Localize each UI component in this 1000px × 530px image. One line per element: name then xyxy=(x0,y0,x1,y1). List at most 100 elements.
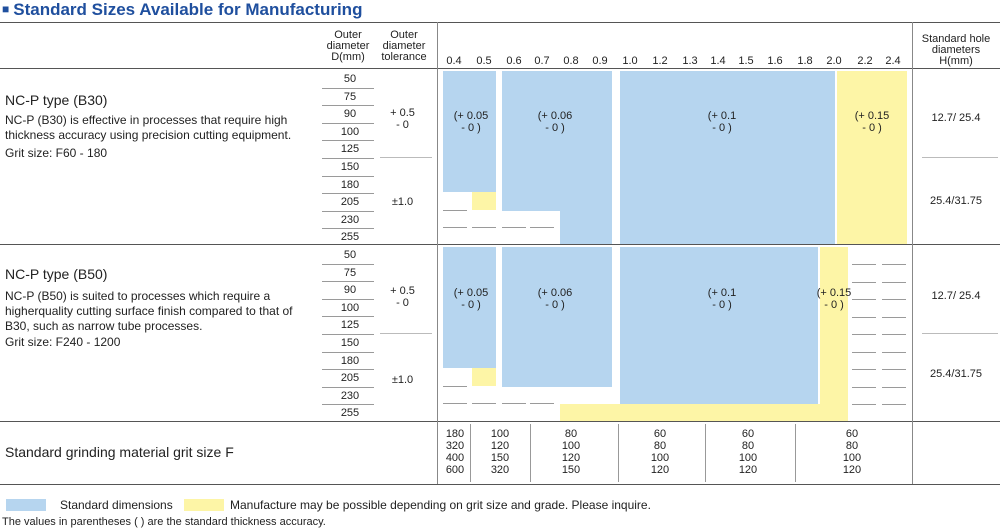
legend-yellow-swatch xyxy=(184,499,224,511)
thickness-column-label: 1.2 xyxy=(652,55,668,67)
empty-cell-dash xyxy=(443,403,467,404)
b30-grit-size: Grit size: F60 - 180 xyxy=(5,146,108,160)
b50-diameter-150: 150 xyxy=(340,337,360,349)
b50-diameter-125: 125 xyxy=(340,319,360,332)
row-separator xyxy=(322,316,374,318)
row-separator xyxy=(322,193,374,195)
grit-value: 60 xyxy=(653,428,667,440)
grit-group-2: 100 120 150 320 xyxy=(480,428,520,476)
empty-cell-dash xyxy=(852,352,876,353)
grit-group-4: 60 80 100 120 xyxy=(640,428,680,476)
b50-tolerance-upper: + 0.5 - 0 xyxy=(390,285,415,309)
row-separator xyxy=(322,351,374,353)
hole-header-line3: H(mm) xyxy=(939,55,973,67)
empty-cell-dash xyxy=(852,317,876,318)
b30-tolerance-separator xyxy=(380,157,432,158)
b50-diameter-75: 75 xyxy=(343,266,357,279)
grit-value: 600 xyxy=(445,464,465,476)
grit-row-label: Standard grinding material grit size F xyxy=(5,444,234,460)
row-separator xyxy=(322,140,374,142)
thickness-column-label: 2.0 xyxy=(826,55,842,67)
b50-diameter-230: 230 xyxy=(340,389,360,402)
b50-accuracy-2: (+ 0.06 - 0 ) xyxy=(537,287,573,311)
empty-cell-dash xyxy=(443,386,467,387)
outer-diameter-header-line2: diameter xyxy=(326,40,370,52)
section-divider xyxy=(0,244,1000,245)
thickness-column-label: 1.0 xyxy=(622,55,638,67)
b30-yellow-0.5-205 xyxy=(472,192,496,210)
thickness-column-label: 0.5 xyxy=(476,55,492,67)
empty-cell-dash xyxy=(852,299,876,300)
b30-diameter-90: 90 xyxy=(343,108,357,121)
b50-accuracy-1: (+ 0.05 - 0 ) xyxy=(453,287,489,311)
legend-blue-label: Standard dimensions xyxy=(60,498,173,512)
grit-value: 320 xyxy=(445,440,465,452)
thickness-column-label: 0.7 xyxy=(534,55,550,67)
grit-value: 100 xyxy=(842,452,862,464)
b50-diameter-205: 205 xyxy=(340,372,360,385)
thickness-column-label: 2.2 xyxy=(857,55,873,67)
b30-hole-upper: 12.7/ 25.4 xyxy=(931,112,981,124)
grit-value: 100 xyxy=(650,452,670,464)
thickness-column-label: 0.9 xyxy=(592,55,608,67)
row-separator xyxy=(322,87,374,89)
empty-cell-dash xyxy=(443,227,467,228)
b30-diameter-75: 75 xyxy=(343,90,357,103)
row-separator xyxy=(322,175,374,177)
b30-accuracy-4: (+ 0.15 - 0 ) xyxy=(854,110,890,134)
empty-cell-dash xyxy=(472,403,496,404)
b50-tolerance-lower: ±1.0 xyxy=(391,374,414,386)
b50-accuracy-3: (+ 0.1 - 0 ) xyxy=(707,287,737,311)
b30-blue-block-1.0-1.8 xyxy=(620,71,835,244)
grit-column-separator xyxy=(618,424,619,482)
grit-column-separator xyxy=(530,424,531,482)
row-separator xyxy=(322,158,374,159)
row-separator xyxy=(322,228,374,230)
row-separator xyxy=(322,105,374,107)
grit-column-separator xyxy=(795,424,796,482)
b50-blue-block-1.0-1.8 xyxy=(620,247,818,404)
thickness-column-label: 1.6 xyxy=(767,55,783,67)
legend-note: The values in parentheses ( ) are the st… xyxy=(2,516,326,528)
b30-diameter-230: 230 xyxy=(340,213,360,226)
row-separator xyxy=(322,210,374,212)
grit-value: 80 xyxy=(653,440,667,452)
empty-cell-dash xyxy=(882,264,906,265)
b50-diameter-180: 180 xyxy=(340,354,360,367)
grit-value: 80 xyxy=(741,440,755,452)
grit-value: 180 xyxy=(445,428,465,440)
hole-header-line1: Standard hole xyxy=(921,33,991,45)
grit-value: 100 xyxy=(738,452,758,464)
outer-diameter-header-line1: Outer xyxy=(334,29,362,41)
row-separator xyxy=(322,369,374,371)
b30-diameter-125: 125 xyxy=(340,143,360,156)
b30-accuracy-2: (+ 0.06 - 0 ) xyxy=(537,110,573,134)
grit-value: 400 xyxy=(445,452,465,464)
empty-cell-dash xyxy=(882,369,906,370)
b50-accuracy-4: (+ 0.15 - 0 ) xyxy=(816,287,852,311)
row-separator xyxy=(322,281,374,283)
b30-diameter-180: 180 xyxy=(340,178,360,191)
b30-diameter-50: 50 xyxy=(343,73,357,85)
table-top-border xyxy=(0,22,1000,23)
grit-group-3: 80 100 120 150 xyxy=(551,428,591,476)
thickness-left-border xyxy=(437,22,438,484)
empty-cell-dash xyxy=(852,282,876,283)
grit-value: 320 xyxy=(490,464,510,476)
grit-value: 60 xyxy=(741,428,755,440)
legend-blue-swatch xyxy=(6,499,46,511)
thickness-column-label: 1.4 xyxy=(710,55,726,67)
grit-value: 120 xyxy=(490,440,510,452)
b50-yellow-0.5-205 xyxy=(472,368,496,386)
empty-cell-dash xyxy=(530,227,554,228)
square-bullet-icon: ■ xyxy=(2,2,10,16)
thickness-column-label: 0.8 xyxy=(563,55,579,67)
empty-cell-dash xyxy=(852,264,876,265)
empty-cell-dash xyxy=(882,387,906,388)
b50-description: NC-P (B50) is suited to processes which … xyxy=(5,289,293,333)
grit-value: 80 xyxy=(845,440,859,452)
empty-cell-dash xyxy=(852,369,876,370)
empty-cell-dash xyxy=(882,282,906,283)
grit-column-separator xyxy=(470,424,471,482)
empty-cell-dash xyxy=(530,403,554,404)
